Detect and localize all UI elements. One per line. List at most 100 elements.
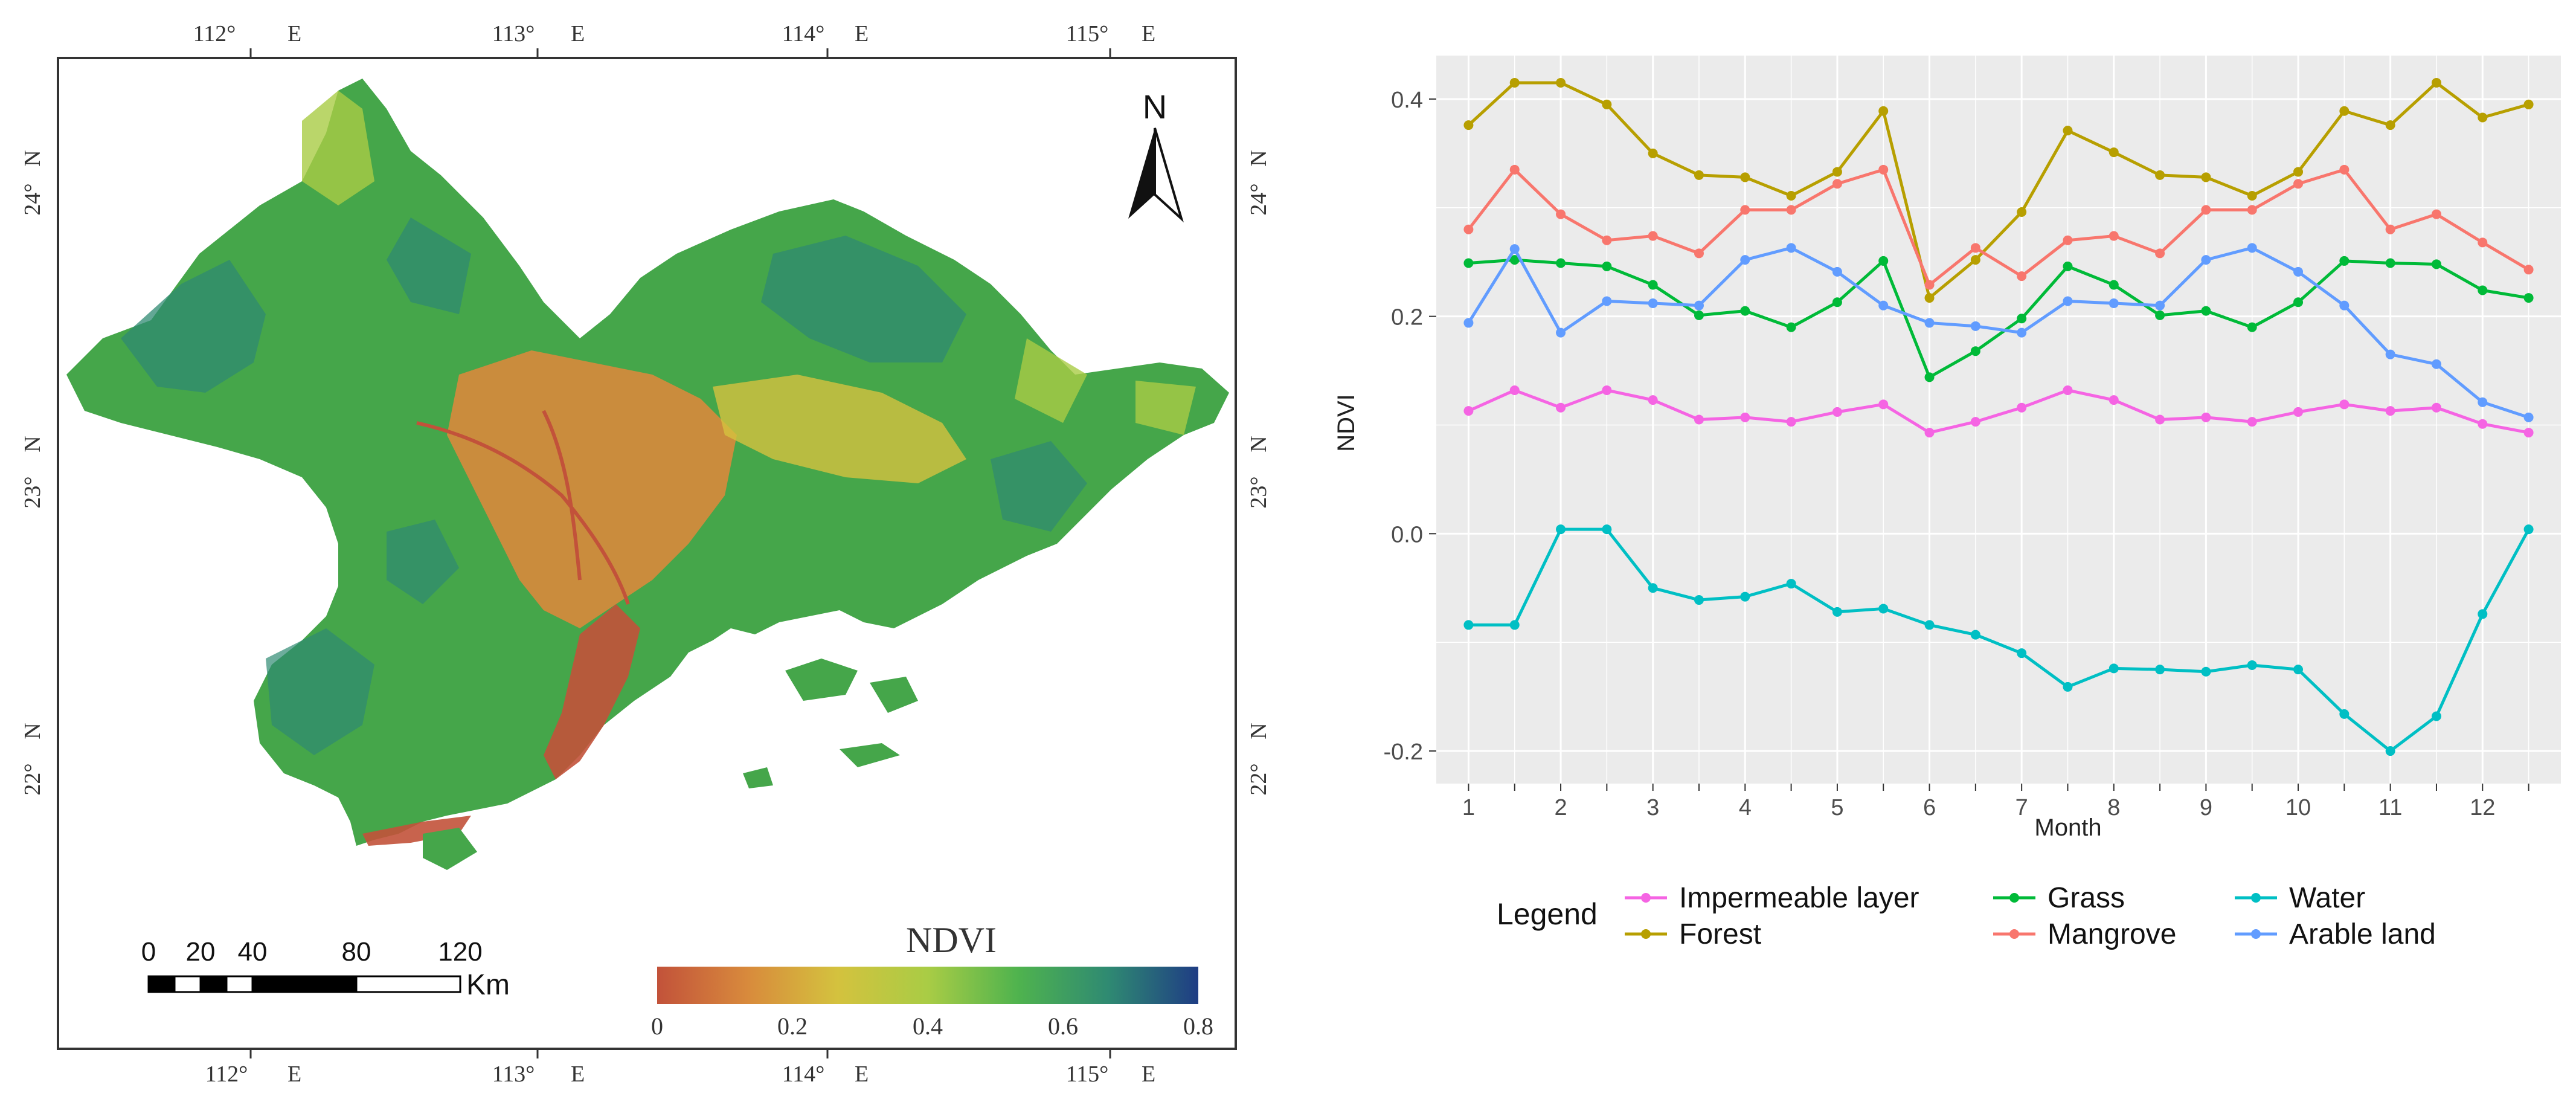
- data-point: [1878, 399, 1889, 410]
- x-tick-label: 6: [1923, 795, 1936, 820]
- data-point: [2431, 77, 2441, 88]
- data-point: [2293, 665, 2304, 675]
- lon-suffix-bottom-114: E: [855, 1062, 869, 1087]
- data-point: [2063, 385, 2073, 395]
- data-point: [1509, 77, 1520, 88]
- legend-label: Impermeable layer: [1679, 882, 1919, 914]
- data-point: [1694, 170, 1704, 180]
- data-point: [2478, 285, 2488, 295]
- data-point: [1740, 255, 1750, 265]
- data-point: [2293, 266, 2304, 277]
- scale-bar-tick-label: 80: [342, 937, 371, 967]
- lon-label-bottom-113: 113°: [492, 1062, 535, 1087]
- data-point: [2109, 231, 2119, 241]
- data-point: [1878, 164, 1889, 175]
- legend-key-point: [1641, 893, 1651, 903]
- data-point: [2201, 255, 2211, 265]
- legend-key-point: [1641, 929, 1651, 939]
- data-point: [1509, 385, 1520, 395]
- data-point: [1648, 583, 1658, 593]
- lon-suffix-top-115: E: [1142, 21, 1155, 47]
- data-point: [1648, 148, 1658, 158]
- x-tick-label: 11: [2378, 795, 2402, 820]
- data-point: [2155, 248, 2165, 259]
- data-point: [2247, 243, 2257, 253]
- data-point: [1970, 417, 1980, 427]
- data-point: [1648, 280, 1658, 290]
- data-point: [2247, 191, 2257, 201]
- x-tick-label: 4: [1739, 795, 1752, 820]
- data-point: [1878, 300, 1889, 311]
- data-point: [1740, 306, 1750, 316]
- longitude-tick-marks: [249, 48, 1111, 1058]
- data-point: [2431, 259, 2441, 269]
- data-point: [1924, 318, 1935, 328]
- data-point: [2293, 297, 2304, 308]
- data-point: [1832, 607, 1842, 617]
- data-point: [1556, 524, 1566, 535]
- series-water: [1463, 524, 2534, 756]
- lat-suffix-left-23: N: [20, 436, 45, 452]
- legend-item: Forest: [1625, 918, 1761, 950]
- data-point: [1832, 297, 1842, 308]
- lon-suffix-bottom-112: E: [287, 1062, 301, 1087]
- data-point: [2339, 709, 2350, 719]
- data-point: [2339, 164, 2350, 175]
- lon-label-top-113: 113°: [492, 21, 535, 47]
- x-tick-label: 7: [2016, 795, 2028, 820]
- data-point: [2339, 399, 2350, 410]
- colorbar-tick-label: 0.2: [777, 1013, 808, 1040]
- ndvi-river: [416, 410, 630, 605]
- data-point: [2155, 665, 2165, 675]
- island: [785, 659, 858, 701]
- data-point: [1924, 293, 1935, 303]
- data-point: [2017, 314, 2027, 324]
- ndvi-line-chart-panel: 1 2 3 4 5 6 7 8 9 10 11 12 -0.20.00.20.4 Month NDVI…: [1333, 56, 2561, 950]
- scale-bar-tick-labels: 0 20 40 80 120: [141, 937, 483, 967]
- data-point: [1556, 258, 1566, 268]
- data-point: [2017, 648, 2027, 659]
- data-point: [1694, 300, 1704, 311]
- island: [423, 828, 477, 870]
- colorbar-tick-label: 0.4: [913, 1013, 943, 1040]
- lon-suffix-bottom-113: E: [571, 1062, 585, 1087]
- data-point: [2247, 322, 2257, 332]
- lat-suffix-right-24: N: [1246, 150, 1271, 166]
- plot-background: [1436, 56, 2561, 784]
- scale-bar-segment: [147, 975, 176, 993]
- data-point: [1602, 261, 1612, 271]
- data-point: [1740, 172, 1750, 182]
- data-point: [2339, 256, 2350, 266]
- data-point: [1832, 179, 1842, 189]
- data-point: [1463, 318, 1474, 328]
- x-tick-label: 8: [2107, 795, 2120, 820]
- scale-bar-segment: [199, 975, 228, 993]
- lat-suffix-right-22: N: [1246, 723, 1271, 739]
- ndvi-urban-east: [713, 375, 966, 483]
- lon-label-top-112: 112°: [193, 21, 236, 47]
- scale-bar-segment: [251, 975, 358, 993]
- data-point: [1602, 99, 1612, 109]
- lon-label-bottom-115: 115°: [1066, 1062, 1109, 1087]
- north-arrow: N: [1128, 88, 1184, 223]
- lat-label-left-22: 22°: [20, 763, 45, 795]
- ndvi-high-forest-north: [121, 217, 966, 393]
- data-point: [1463, 120, 1474, 130]
- lat-suffix-left-24: N: [20, 150, 45, 166]
- legend: Legend Impermeable layer Forest Grass Mangr…: [1497, 882, 2436, 950]
- data-point: [2109, 147, 2119, 158]
- data-point: [2155, 300, 2165, 311]
- scale-bar-tick-label: 40: [238, 937, 268, 967]
- lat-suffix-right-23: N: [1246, 436, 1271, 452]
- legend-key-point: [2251, 929, 2261, 939]
- data-point: [1924, 620, 1935, 630]
- north-arrow-label: N: [1143, 88, 1167, 126]
- y-tick-label: 0.2: [1391, 305, 1423, 330]
- lon-suffix-bottom-115: E: [1142, 1062, 1155, 1087]
- series-line: [1467, 81, 2529, 300]
- lon-suffix-top-114: E: [855, 21, 869, 47]
- data-point: [2523, 524, 2534, 535]
- data-point: [1556, 77, 1566, 88]
- data-point: [1694, 310, 1704, 320]
